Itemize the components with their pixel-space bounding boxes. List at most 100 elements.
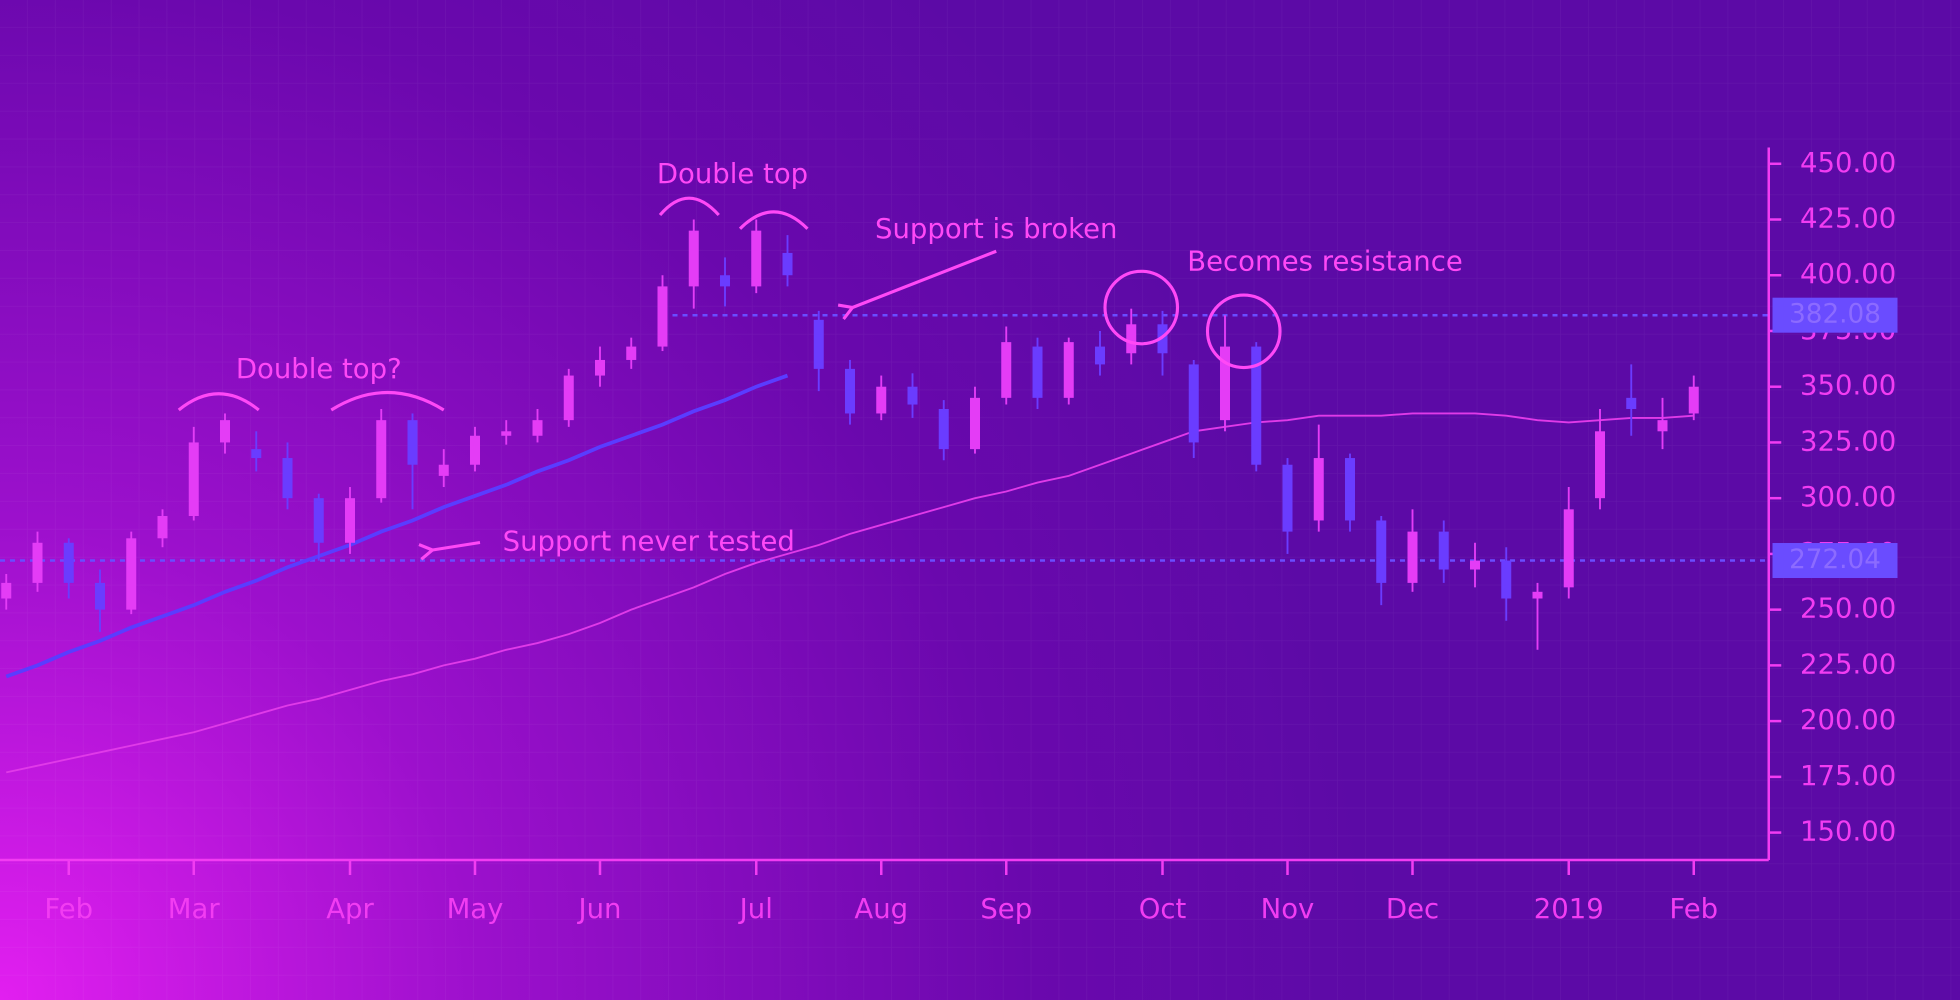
candle-body — [657, 286, 668, 347]
candle-body — [1626, 397, 1637, 410]
x-tick-label: May — [447, 893, 504, 925]
candle-body — [1438, 531, 1449, 570]
annotation: Becomes resistance — [1187, 246, 1463, 278]
candle-body — [688, 230, 699, 287]
candle-body — [1345, 458, 1355, 521]
candle-body — [626, 346, 637, 360]
candle-body — [1470, 560, 1480, 570]
annotations: Double top? Double top Support is broken… — [177, 158, 1463, 558]
level-label: 382.08 — [1789, 300, 1881, 330]
candle-body — [1563, 509, 1574, 588]
candle-body — [32, 542, 43, 583]
candle-body — [438, 464, 449, 476]
circle — [1103, 269, 1180, 346]
candle-body — [470, 435, 480, 465]
x-tick-label: Dec — [1386, 893, 1439, 925]
y-tick-label: 300.00 — [1800, 481, 1896, 513]
plot: 150.00175.00200.00225.00250.00275.00300.… — [0, 147, 1898, 925]
candle-body — [220, 420, 230, 443]
y-tick-label: 350.00 — [1800, 370, 1896, 402]
candle-body — [1251, 346, 1262, 465]
level-badge — [1772, 543, 1898, 579]
arrow — [433, 540, 481, 551]
level-badge — [1772, 297, 1898, 333]
x-tick-label: Jul — [738, 893, 773, 925]
y-tick-label: 450.00 — [1800, 147, 1896, 179]
candle-body — [126, 538, 137, 610]
candle-body — [313, 498, 324, 543]
candle-body — [1063, 342, 1074, 398]
annotation: Support never tested — [503, 526, 795, 558]
candle-body — [1220, 346, 1230, 421]
x-tick-label: Feb — [1669, 893, 1718, 925]
y-tick-label: 425.00 — [1800, 203, 1896, 235]
x-tick-label: Aug — [854, 893, 908, 925]
candle-body — [751, 230, 762, 287]
y-tick-label: 250.00 — [1800, 593, 1896, 625]
candle-body — [720, 275, 730, 287]
y-tick-label: 400.00 — [1800, 258, 1896, 290]
candle-body — [782, 252, 793, 276]
candle-body — [595, 359, 605, 376]
circle — [1205, 293, 1282, 370]
candle-body — [938, 409, 949, 450]
annotation: Double top — [657, 158, 808, 190]
candle-body — [282, 458, 293, 499]
candle-body — [345, 498, 355, 543]
candle-body — [157, 516, 168, 539]
candle-body — [1376, 520, 1387, 583]
candle-body — [1095, 346, 1105, 365]
candle-body — [1501, 560, 1512, 599]
candle-body — [1688, 386, 1699, 414]
candle-body — [813, 319, 824, 369]
arc — [738, 210, 809, 230]
x-tick-label: Jun — [577, 893, 622, 925]
candle-body — [1532, 591, 1543, 599]
candle-body — [1157, 324, 1168, 354]
candle-body — [1, 582, 12, 599]
arc — [177, 392, 260, 412]
candle-body — [907, 386, 918, 405]
x-tick-label: Mar — [168, 893, 221, 925]
annotation: Support is broken — [875, 213, 1117, 245]
candle-body — [63, 542, 74, 583]
candle-body — [845, 368, 855, 414]
candle-body — [251, 449, 262, 459]
candle-body — [95, 582, 105, 610]
y-tick-label: 325.00 — [1800, 425, 1896, 457]
candle-body — [1126, 324, 1137, 354]
x-tick-label: Sep — [980, 893, 1032, 925]
candle-body — [876, 386, 887, 414]
candle-body — [407, 420, 418, 465]
x-tick-label: Apr — [326, 893, 374, 925]
arc — [658, 196, 720, 217]
x-tick-label: Feb — [44, 893, 93, 925]
y-tick-label: 150.00 — [1800, 816, 1896, 848]
annotation: Double top? — [236, 353, 402, 385]
candle-body — [563, 375, 574, 421]
x-tick-label: Oct — [1139, 893, 1187, 925]
candle-body — [1001, 342, 1012, 398]
candles — [1, 219, 1699, 650]
x-tick-label: 2019 — [1534, 893, 1604, 925]
candle-body — [532, 420, 543, 436]
candle-body — [1657, 420, 1668, 432]
candle-body — [1188, 364, 1199, 443]
candle-body — [970, 397, 980, 450]
moving-average-line — [6, 412, 1694, 774]
candle-body — [501, 431, 512, 436]
candle-body — [188, 442, 199, 517]
arrow — [853, 249, 997, 307]
axes: 150.00175.00200.00225.00250.00275.00300.… — [0, 147, 1898, 925]
candle-body — [1032, 346, 1043, 398]
candle-body — [1595, 431, 1605, 499]
arc — [330, 390, 445, 412]
level-label: 272.04 — [1789, 545, 1881, 575]
candle-body — [376, 420, 387, 499]
trend-line — [5, 373, 789, 679]
y-tick-label: 225.00 — [1800, 648, 1896, 680]
candle-body — [1282, 464, 1293, 532]
